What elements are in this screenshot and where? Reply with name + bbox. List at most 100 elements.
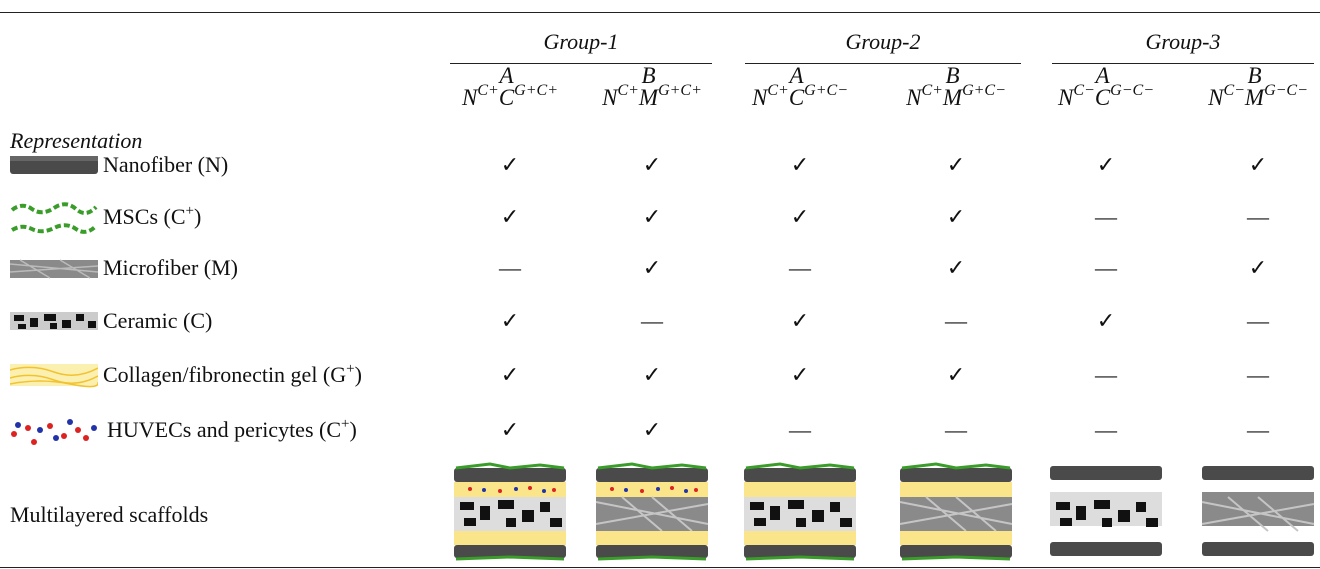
cell: — — [1247, 417, 1269, 443]
scaffold-illustration — [1198, 462, 1318, 562]
cell: ✓ — [947, 152, 965, 178]
cell: — — [499, 255, 521, 281]
group-rule — [745, 63, 1021, 64]
formula-sup: C− — [1073, 82, 1094, 99]
formula-sup: G+C− — [804, 82, 848, 99]
label-text: Collagen/fibronectin gel (G — [103, 362, 346, 387]
label-text: ) — [194, 204, 201, 229]
cell: ✓ — [791, 204, 809, 230]
column-letter: B — [641, 63, 655, 89]
mscs-icon — [10, 198, 98, 238]
row-label: HUVECs and pericytes (C+) — [107, 417, 357, 443]
nanofiber-icon — [10, 154, 98, 176]
formula-base: N — [906, 85, 921, 110]
formula-sup: G+C+ — [658, 82, 702, 99]
column-letter: A — [499, 63, 513, 89]
formula-sup: C+ — [617, 82, 638, 99]
scaffold-illustration — [592, 462, 712, 562]
cell: ✓ — [947, 255, 965, 281]
column-letter: B — [945, 63, 959, 89]
label-text: ) — [355, 362, 362, 387]
cell: ✓ — [1097, 308, 1115, 334]
formula-base: N — [1058, 85, 1073, 110]
formula-sup: G−C− — [1264, 82, 1308, 99]
cell: ✓ — [501, 417, 519, 443]
column-letter: A — [789, 63, 803, 89]
cell: — — [641, 308, 663, 334]
cell: — — [789, 255, 811, 281]
row-label: MSCs (C+) — [103, 204, 201, 230]
formula-sup: C+ — [477, 82, 498, 99]
label-text: MSCs (C — [103, 204, 186, 229]
cell: ✓ — [501, 152, 519, 178]
cell: — — [1247, 204, 1269, 230]
cell: — — [1247, 308, 1269, 334]
label-text: Ceramic (C) — [103, 308, 212, 333]
group-rule — [1052, 63, 1314, 64]
group-header: Group-2 — [846, 29, 921, 55]
formula-sup: G+C+ — [514, 82, 558, 99]
cell: ✓ — [643, 255, 661, 281]
cell: ✓ — [643, 204, 661, 230]
cell: ✓ — [947, 204, 965, 230]
label-text: HUVECs and pericytes (C — [107, 417, 341, 442]
cell: — — [1247, 362, 1269, 388]
cell: ✓ — [643, 152, 661, 178]
cell: ✓ — [791, 152, 809, 178]
gel-icon — [10, 362, 98, 388]
formula-base: N — [602, 85, 617, 110]
cell: ✓ — [791, 362, 809, 388]
cell: ✓ — [1249, 255, 1267, 281]
label-sup: + — [186, 203, 194, 219]
cell: — — [1095, 204, 1117, 230]
cell: ✓ — [1097, 152, 1115, 178]
cell: — — [1095, 417, 1117, 443]
row-label: Nanofiber (N) — [103, 152, 228, 178]
formula-sup: G−C− — [1110, 82, 1154, 99]
scaffold-illustration — [896, 462, 1016, 562]
label-sup: + — [346, 361, 354, 377]
cell: ✓ — [501, 308, 519, 334]
cell: — — [945, 308, 967, 334]
formula-sup: C− — [1223, 82, 1244, 99]
cell: ✓ — [501, 362, 519, 388]
label-text: ) — [349, 417, 356, 442]
label-text: Microfiber (M) — [103, 255, 238, 280]
microfiber-icon — [10, 258, 98, 280]
cell: ✓ — [643, 362, 661, 388]
group-rule — [450, 63, 712, 64]
cells-icon — [10, 416, 98, 446]
formula-sup: G+C− — [962, 82, 1006, 99]
formula-base: N — [462, 85, 477, 110]
formula-sup: C+ — [921, 82, 942, 99]
top-rule — [0, 12, 1320, 13]
bottom-rule — [0, 567, 1320, 568]
scaffold-illustration — [740, 462, 860, 562]
column-letter: B — [1247, 63, 1261, 89]
group-header: Group-3 — [1146, 29, 1221, 55]
cell: ✓ — [947, 362, 965, 388]
cell: — — [1095, 255, 1117, 281]
column-letter: A — [1095, 63, 1109, 89]
representation-header: Representation — [10, 128, 142, 154]
cell: ✓ — [501, 204, 519, 230]
formula-base: N — [752, 85, 767, 110]
cell: ✓ — [643, 417, 661, 443]
table-page: Representation Group-1Group-2Group-3NC+C… — [0, 0, 1320, 569]
formula-sup: C+ — [767, 82, 788, 99]
label-text: Nanofiber (N) — [103, 152, 228, 177]
row-label: Collagen/fibronectin gel (G+) — [103, 362, 362, 388]
scaffold-illustration — [1046, 462, 1166, 562]
cell: ✓ — [1249, 152, 1267, 178]
cell: — — [945, 417, 967, 443]
cell: ✓ — [791, 308, 809, 334]
row-label: Ceramic (C) — [103, 308, 212, 334]
